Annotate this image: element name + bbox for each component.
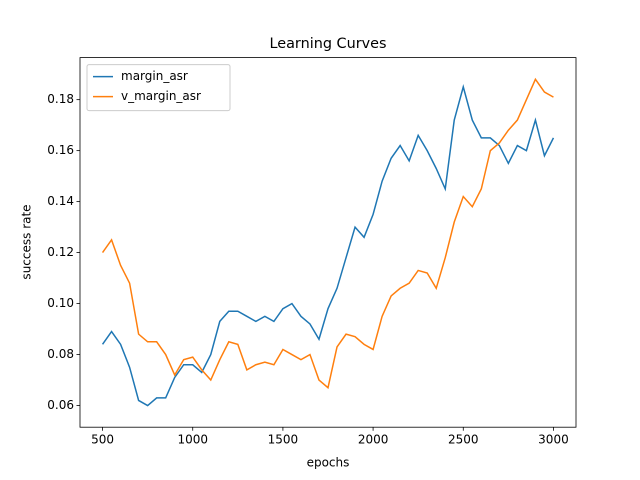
y-axis-label: success rate	[20, 204, 34, 279]
y-tick-label: 0.16	[47, 143, 74, 157]
legend-label: v_margin_asr	[121, 89, 201, 103]
y-tick-label: 0.14	[47, 194, 74, 208]
y-tick-label: 0.08	[47, 347, 74, 361]
y-tick-label: 0.06	[47, 398, 74, 412]
legend-label: margin_asr	[121, 69, 188, 83]
y-tick-label: 0.12	[47, 245, 74, 259]
chart-title: Learning Curves	[269, 36, 386, 52]
y-tick-label: 0.10	[47, 296, 74, 310]
legend-box	[86, 64, 231, 112]
x-tick-label: 500	[91, 433, 114, 447]
y-tick-label: 0.18	[47, 92, 74, 106]
plot-frame	[79, 57, 577, 428]
x-tick-label: 2000	[358, 433, 389, 447]
x-tick-label: 1500	[268, 433, 299, 447]
x-axis-label: epochs	[307, 456, 350, 470]
x-tick-label: 2500	[448, 433, 479, 447]
series-line	[101, 84, 555, 407]
series-line	[101, 77, 554, 390]
x-tick-label: 3000	[538, 433, 569, 447]
x-tick-label: 1000	[177, 433, 208, 447]
